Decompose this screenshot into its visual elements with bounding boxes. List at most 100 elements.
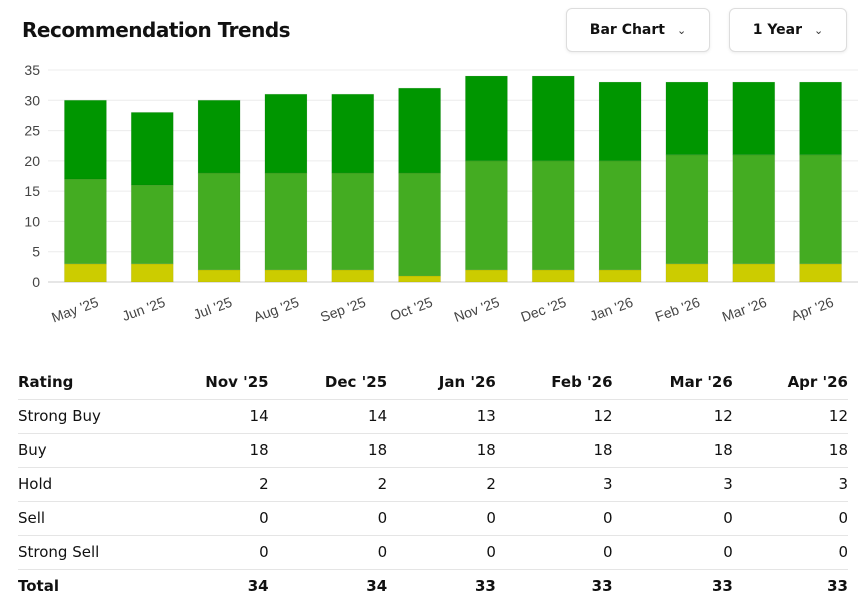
table-cell: 18 xyxy=(612,433,733,468)
x-tick-label: Jan '26 xyxy=(588,294,636,324)
y-tick-label: 15 xyxy=(24,183,40,199)
table-cell: 18 xyxy=(148,433,269,468)
bar-segment-strong-buy xyxy=(398,87,442,174)
bar-segment-buy xyxy=(799,154,843,265)
bar-segment-hold xyxy=(130,263,174,283)
column-header: Jan '26 xyxy=(387,366,496,400)
bar-segment-hold xyxy=(598,269,642,283)
bar-segment-hold xyxy=(197,269,241,283)
table-cell: 2 xyxy=(387,467,496,502)
total-cell: 34 xyxy=(366,577,388,596)
table-cell: 0 xyxy=(268,535,388,570)
bar-segment-buy xyxy=(531,160,575,271)
y-tick-label: 35 xyxy=(24,62,40,78)
table-cell: 0 xyxy=(495,501,613,536)
table-cell: 0 xyxy=(495,535,613,570)
bar-segment-hold xyxy=(331,269,375,283)
bar-segment-strong-buy xyxy=(732,81,776,156)
table-cell: Buy xyxy=(18,433,148,468)
table-cell: 2 xyxy=(148,467,269,502)
bar-segment-strong-buy xyxy=(799,81,843,156)
x-tick-label: Oct '25 xyxy=(388,294,435,324)
chart-type-label: Bar Chart xyxy=(589,22,665,38)
bar-segment-strong-buy xyxy=(264,93,308,174)
table-cell: 0 xyxy=(387,501,496,536)
bar-segment-hold xyxy=(665,263,709,283)
x-tick-label: Dec '25 xyxy=(519,294,569,325)
bar-segment-buy xyxy=(197,172,241,271)
total-cell: 33 xyxy=(591,577,613,596)
chart-type-dropdown[interactable]: Bar Chart ⌄ xyxy=(566,8,710,52)
bar-segment-buy xyxy=(732,154,776,265)
bar-segment-buy xyxy=(665,154,709,265)
table-cell: 0 xyxy=(148,501,269,536)
bar-segment-hold xyxy=(464,269,508,283)
table-cell: Strong Sell xyxy=(18,535,148,570)
bar-segment-hold xyxy=(732,263,776,283)
page-title: Recommendation Trends xyxy=(22,18,291,42)
table-row: Buy 18 18 18 18 18 18 xyxy=(18,433,848,468)
table-cell: 2 xyxy=(268,467,388,502)
column-header: Dec '25 xyxy=(268,366,388,400)
table-cell: Strong Buy xyxy=(18,399,148,434)
bar-segment-strong-buy xyxy=(331,93,375,174)
y-tick-label: 20 xyxy=(24,153,40,169)
total-row: Total 34 34 33 33 33 33 xyxy=(18,569,848,603)
total-cell: 34 xyxy=(247,577,269,596)
bar-segment-strong-buy xyxy=(531,75,575,162)
bar-segment-buy xyxy=(598,160,642,271)
x-tick-label: Aug '25 xyxy=(251,294,301,325)
bar-segment-buy xyxy=(464,160,508,271)
recommendation-table: Rating Nov '25 Dec '25 Jan '26 Feb '26 Mar '2… xyxy=(18,366,848,603)
total-cell: Total xyxy=(18,577,59,596)
bar-segment-strong-buy xyxy=(464,75,508,162)
column-header: Rating xyxy=(18,366,148,400)
table-cell: 14 xyxy=(268,399,388,434)
bar-segment-buy xyxy=(130,184,174,265)
column-header: Apr '26 xyxy=(732,366,848,400)
column-header: Nov '25 xyxy=(148,366,269,400)
table-cell: 12 xyxy=(495,399,613,434)
table-cell: 0 xyxy=(612,535,733,570)
table-cell: Sell xyxy=(18,501,148,536)
x-tick-label: Jul '25 xyxy=(191,294,234,323)
table-cell: 18 xyxy=(495,433,613,468)
bar-segment-strong-buy xyxy=(665,81,709,156)
bar-segment-buy xyxy=(63,178,107,265)
table-cell: 0 xyxy=(148,535,269,570)
period-label: 1 Year xyxy=(752,22,803,38)
table-cell: 0 xyxy=(612,501,733,536)
table-cell: 0 xyxy=(732,535,848,570)
bar-segment-hold xyxy=(531,269,575,283)
chevron-down-icon: ⌄ xyxy=(814,23,824,37)
bar-segment-buy xyxy=(264,172,308,271)
bar-segment-hold xyxy=(398,275,442,283)
recommendation-bar-chart: 0 5 10 15 20 25 30 35 May '25 Jun '25 Jul '25 Aug '… xyxy=(24,62,858,325)
x-tick-label: Apr '26 xyxy=(789,294,836,324)
table-cell: 14 xyxy=(148,399,269,434)
table-cell: 0 xyxy=(268,501,388,536)
table-cell: Hold xyxy=(18,467,148,502)
bar-segment-strong-buy xyxy=(197,99,241,174)
total-cell: 33 xyxy=(711,577,733,596)
bar-segment-hold xyxy=(264,269,308,283)
table-cell: 0 xyxy=(387,535,496,570)
y-tick-label: 30 xyxy=(24,92,40,108)
bar-segment-buy xyxy=(331,172,375,271)
bar-segment-strong-buy xyxy=(598,81,642,162)
x-tick-label: Jun '25 xyxy=(120,294,168,324)
table-cell: 12 xyxy=(732,399,848,434)
bar-segment-strong-buy xyxy=(63,99,107,180)
period-dropdown[interactable]: 1 Year ⌄ xyxy=(729,8,847,52)
table-cell: 13 xyxy=(387,399,496,434)
table-row: Strong Buy 14 14 13 12 12 12 xyxy=(18,399,848,434)
table-header-row: Rating Nov '25 Dec '25 Jan '26 Feb '26 Mar '2… xyxy=(18,366,848,400)
column-header: Mar '26 xyxy=(612,366,733,400)
table-cell: 12 xyxy=(612,399,733,434)
total-cell: 33 xyxy=(827,577,848,596)
table-row: Sell 0 0 0 0 0 0 xyxy=(18,501,848,536)
table-cell: 0 xyxy=(732,501,848,536)
column-header: Feb '26 xyxy=(495,366,613,400)
bar-segment-strong-buy xyxy=(130,111,174,186)
x-tick-label: Nov '25 xyxy=(452,294,502,325)
